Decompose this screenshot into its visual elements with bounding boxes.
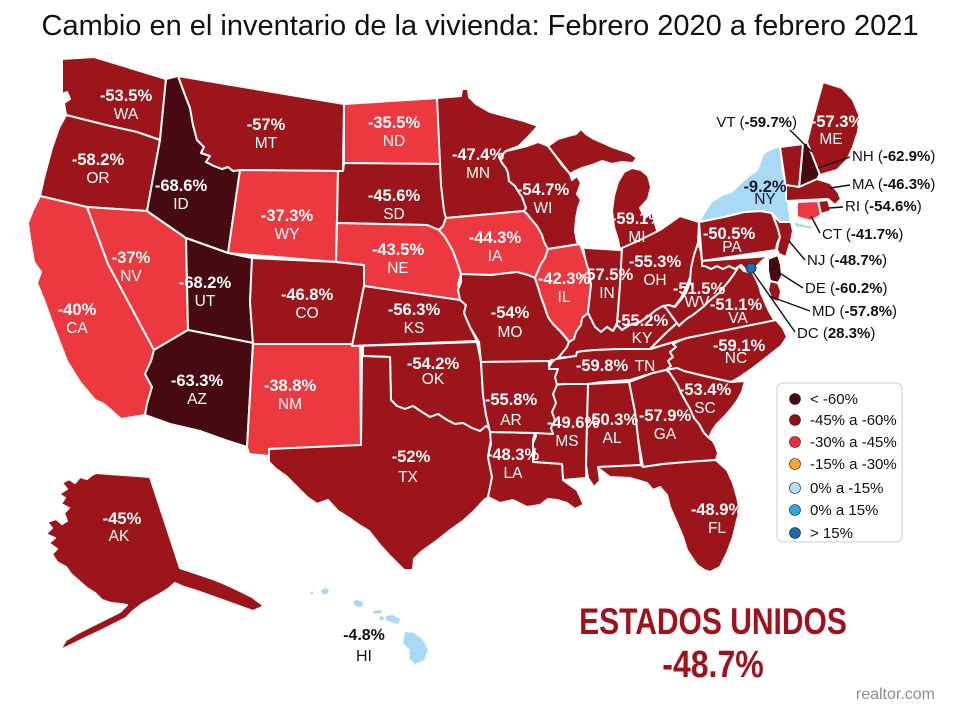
svg-text:TX: TX — [398, 469, 418, 486]
svg-text:OR: OR — [86, 170, 109, 187]
svg-text:-59.8%: -59.8% — [576, 357, 629, 375]
svg-text:WA: WA — [114, 106, 139, 123]
svg-text:-45.6%: -45.6% — [368, 187, 421, 205]
svg-text:UT: UT — [195, 293, 216, 310]
svg-text:WY: WY — [275, 226, 300, 243]
svg-text:-45% a -60%: -45% a -60% — [810, 412, 897, 429]
svg-text:NM: NM — [278, 396, 302, 413]
svg-text:KY: KY — [632, 330, 653, 347]
svg-text:MN: MN — [466, 165, 490, 182]
svg-text:-9.2%: -9.2% — [743, 178, 786, 196]
svg-text:ME: ME — [819, 131, 842, 148]
svg-text:> 15%: > 15% — [810, 525, 853, 542]
svg-text:NV: NV — [120, 268, 142, 285]
svg-text:-30% a -45%: -30% a -45% — [810, 434, 897, 451]
svg-text:-37%: -37% — [112, 249, 151, 267]
svg-text:CO: CO — [295, 305, 318, 322]
svg-text:-37.3%: -37.3% — [261, 207, 314, 225]
svg-text:-44.3%: -44.3% — [469, 229, 522, 247]
svg-text:-40%: -40% — [58, 301, 97, 319]
svg-text:MT: MT — [255, 135, 278, 152]
svg-text:-43.5%: -43.5% — [372, 241, 425, 259]
svg-text:OK: OK — [422, 371, 445, 388]
svg-text:-55.3%: -55.3% — [629, 253, 682, 271]
svg-text:-53.5%: -53.5% — [100, 87, 153, 105]
svg-text:NC: NC — [725, 350, 747, 367]
svg-text:-56.3%: -56.3% — [388, 301, 441, 319]
svg-text:HI: HI — [356, 648, 372, 665]
svg-text:IN: IN — [599, 285, 615, 302]
svg-text:-54.7%: -54.7% — [517, 181, 570, 199]
svg-text:-57.3%: -57.3% — [811, 113, 864, 131]
svg-text:0% a -15%: 0% a -15% — [810, 480, 883, 497]
svg-text:-47.4%: -47.4% — [452, 146, 505, 164]
svg-text:-50.3%: -50.3% — [586, 411, 639, 429]
svg-text:-68.2%: -68.2% — [179, 274, 232, 292]
svg-text:AL: AL — [603, 430, 622, 447]
svg-text:-52%: -52% — [392, 448, 431, 466]
svg-text:-48.3%: -48.3% — [487, 446, 540, 464]
svg-text:KS: KS — [404, 320, 425, 337]
svg-text:ID: ID — [173, 196, 189, 213]
svg-text:-59.1%: -59.1% — [713, 337, 766, 355]
svg-text:AK: AK — [109, 528, 130, 545]
svg-text:-46.8%: -46.8% — [281, 286, 334, 304]
svg-text:-42.3%: -42.3% — [538, 270, 591, 288]
svg-text:-54%: -54% — [491, 304, 530, 322]
svg-text:-35.5%: -35.5% — [368, 114, 421, 132]
svg-text:-57.9%: -57.9% — [639, 407, 692, 425]
svg-text:-49.6%: -49.6% — [547, 414, 600, 432]
svg-text:AZ: AZ — [187, 391, 207, 408]
svg-text:-58.2%: -58.2% — [72, 151, 125, 169]
svg-text:VA: VA — [728, 310, 748, 327]
svg-text:-63.3%: -63.3% — [171, 372, 224, 390]
svg-text:WV: WV — [685, 294, 711, 311]
svg-text:IL: IL — [558, 289, 571, 306]
svg-text:NY: NY — [754, 191, 776, 208]
svg-text:CA: CA — [66, 320, 88, 337]
svg-text:-53.4%: -53.4% — [679, 381, 732, 399]
svg-text:WI: WI — [534, 200, 553, 217]
svg-text:-51.5%: -51.5% — [673, 280, 726, 298]
svg-text:-57.5%: -57.5% — [581, 266, 634, 284]
svg-text:-4.8%: -4.8% — [343, 627, 385, 644]
svg-text:SC: SC — [694, 400, 716, 417]
svg-text:-55.2%: -55.2% — [616, 312, 669, 330]
svg-text:MS: MS — [555, 433, 578, 450]
svg-text:PA: PA — [722, 239, 742, 256]
svg-text:-50.5%: -50.5% — [703, 225, 756, 243]
svg-text:LA: LA — [504, 465, 524, 482]
svg-text:ND: ND — [383, 133, 405, 150]
svg-text:-38.8%: -38.8% — [264, 377, 317, 395]
svg-text:-54.2%: -54.2% — [407, 355, 460, 373]
svg-text:TN: TN — [635, 358, 656, 375]
svg-text:IA: IA — [488, 248, 503, 265]
svg-text:MI: MI — [628, 229, 645, 246]
svg-text:-55.8%: -55.8% — [485, 391, 538, 409]
svg-text:MO: MO — [498, 324, 523, 341]
svg-text:-68.6%: -68.6% — [155, 177, 208, 195]
svg-text:-45%: -45% — [103, 510, 142, 528]
svg-text:-15% a -30%: -15% a -30% — [810, 456, 897, 473]
svg-text:NE: NE — [387, 260, 409, 277]
svg-text:GA: GA — [654, 426, 677, 443]
svg-text:SD: SD — [383, 206, 405, 223]
svg-text:-59.1%: -59.1% — [611, 210, 664, 228]
svg-text:AR: AR — [500, 412, 522, 429]
svg-text:OH: OH — [643, 272, 666, 289]
svg-text:0% a 15%: 0% a 15% — [810, 502, 878, 519]
svg-text:-51.1%: -51.1% — [710, 296, 763, 314]
svg-text:< -60%: < -60% — [810, 391, 858, 408]
svg-text:-48.9%: -48.9% — [691, 501, 744, 519]
svg-text:-57%: -57% — [247, 116, 286, 134]
svg-text:FL: FL — [708, 520, 726, 537]
